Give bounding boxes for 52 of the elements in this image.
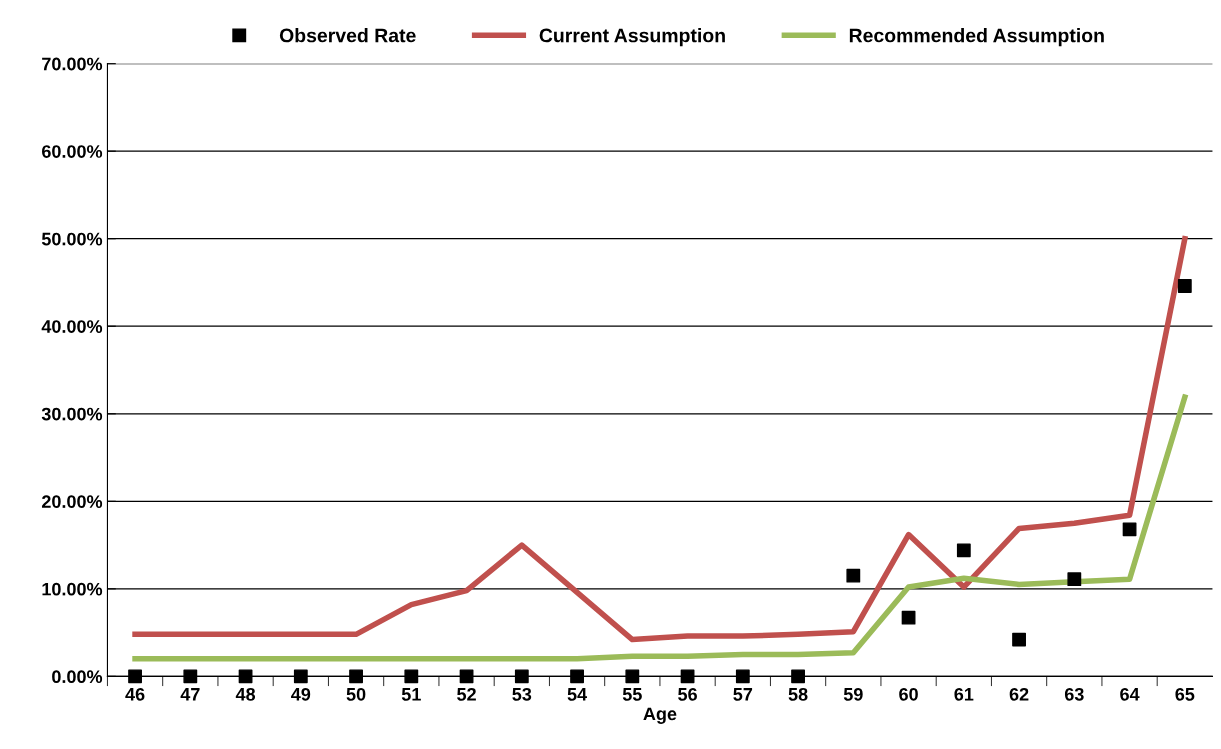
point <box>735 669 750 684</box>
y-tick-label: 0.00% <box>52 670 103 684</box>
x-tick-label: 46 <box>125 687 145 701</box>
x-tick-label: 53 <box>512 687 532 701</box>
x-tick-label: 60 <box>899 687 918 701</box>
y-tick-label: 50.00% <box>41 232 103 246</box>
point <box>349 669 363 684</box>
x-tick-label: 47 <box>180 688 200 701</box>
x-tick-label: 51 <box>401 688 421 701</box>
point <box>1012 632 1026 647</box>
x-tick-label: 55 <box>622 688 642 701</box>
x-tick-label: 64 <box>1120 687 1140 701</box>
point <box>570 669 584 684</box>
x-axis-title: Age <box>643 707 677 724</box>
legend-label: Current Assumption <box>539 28 725 47</box>
x-tick-label: 54 <box>567 688 588 701</box>
point <box>680 669 695 684</box>
point <box>1067 572 1082 587</box>
x-tick-label: 62 <box>1009 687 1029 701</box>
x-tick-label: 59 <box>843 687 863 701</box>
y-tick-label: 10.00% <box>42 582 103 596</box>
y-tick-label: 40.00% <box>41 320 103 333</box>
x-tick-label: 52 <box>457 687 476 701</box>
point <box>956 543 971 558</box>
legend-label: Recommended Assumption <box>849 28 1104 47</box>
x-tick-label: 65 <box>1175 687 1195 701</box>
point <box>183 669 198 684</box>
point <box>404 669 419 684</box>
y-tick-label: 30.00% <box>41 407 103 421</box>
point <box>514 669 529 684</box>
legend-label: Observed Rate <box>279 28 416 43</box>
point <box>1122 522 1137 537</box>
point <box>293 669 308 684</box>
y-tick-label: 70.00% <box>42 57 103 71</box>
y-tick-label: 60.00% <box>42 145 103 158</box>
x-tick-label: 58 <box>788 687 808 701</box>
x-tick-label: 50 <box>346 687 366 701</box>
point <box>1177 279 1192 293</box>
point <box>128 669 142 684</box>
x-tick-label: 61 <box>954 687 974 701</box>
x-tick-label: 56 <box>678 687 697 701</box>
point <box>901 610 916 625</box>
x-tick-label: 48 <box>235 687 256 701</box>
point <box>791 669 805 684</box>
point <box>459 669 474 684</box>
point <box>238 669 253 684</box>
y-tick-label: 20.00% <box>41 495 103 509</box>
point <box>625 669 640 684</box>
x-tick-label: 49 <box>291 687 311 701</box>
x-tick-label: 63 <box>1064 687 1084 701</box>
x-tick-label: 57 <box>733 688 753 701</box>
point <box>846 568 861 583</box>
